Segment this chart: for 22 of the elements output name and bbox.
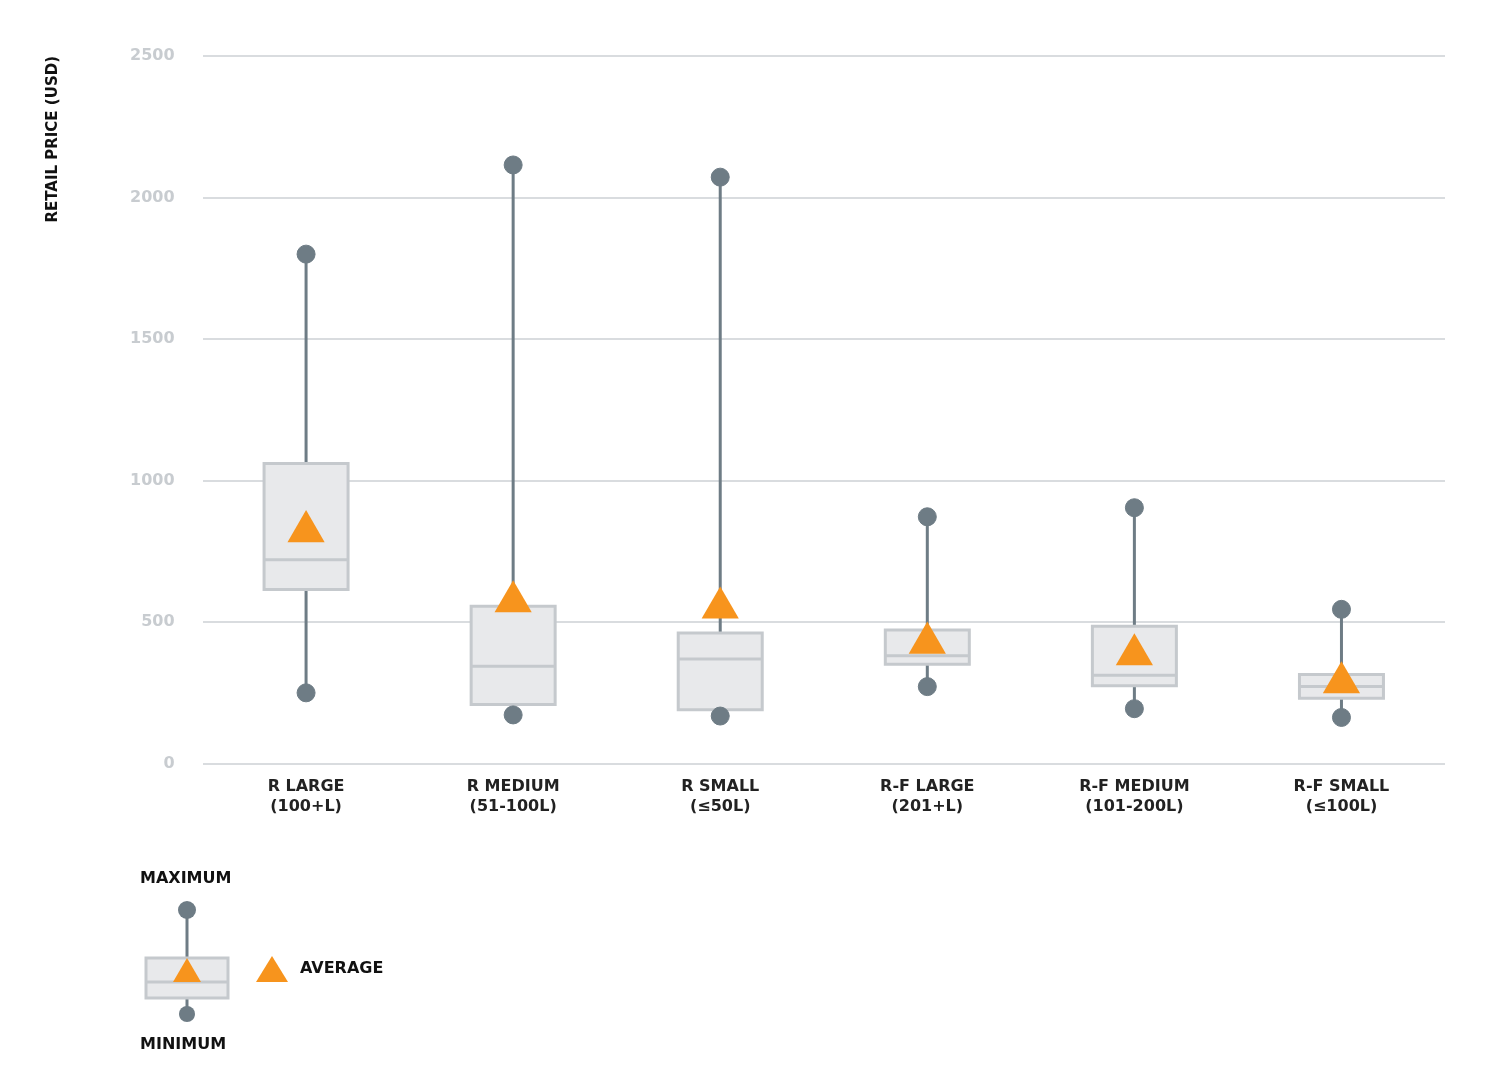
x-tick-label: R SMALL (≤50L) xyxy=(681,776,760,815)
text: MINIMUM xyxy=(140,1034,227,1053)
y-axis-title: RETAIL PRICE (USD) xyxy=(42,56,61,223)
point xyxy=(1124,498,1144,518)
x-tick-label: R-F LARGE (201+L) xyxy=(880,776,975,815)
x-tick-label: R MEDIUM (51-100L) xyxy=(466,776,560,815)
point xyxy=(917,677,937,697)
point xyxy=(296,244,316,264)
text: AVERAGE xyxy=(300,958,384,977)
point xyxy=(1331,599,1351,619)
point xyxy=(503,705,523,725)
x-tick-label: R LARGE (100+L) xyxy=(267,776,345,815)
point xyxy=(1124,699,1144,719)
x-tick-label: R-F SMALL (≤100L) xyxy=(1293,776,1390,815)
text: MAXIMUM xyxy=(140,868,232,887)
point xyxy=(1331,707,1351,727)
point xyxy=(710,706,730,726)
point xyxy=(917,507,937,527)
point xyxy=(296,683,316,703)
x-tick-label: R-F MEDIUM (101-200L) xyxy=(1079,776,1190,815)
point xyxy=(503,155,523,175)
point xyxy=(710,167,730,187)
